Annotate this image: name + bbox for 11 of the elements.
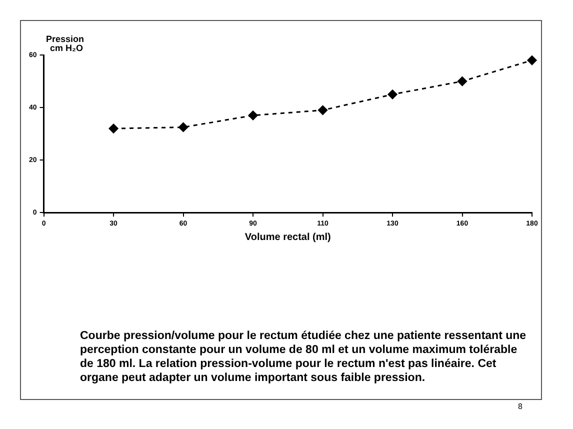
point: [458, 76, 468, 86]
point: [248, 110, 258, 120]
y-axis-title: Pression cm H₂O: [46, 34, 84, 53]
point: [318, 105, 328, 115]
point: [108, 124, 118, 134]
point: [388, 90, 398, 100]
text: 8: [518, 402, 522, 411]
text: Courbe pression/volume pour le rectum étudiée chez une patiente ressentant une perception constante pour un volume de 80 ml et un volume maximum tolérable de 180 ml. La relation pression-volume pour le rectum n'est pas linéaire. Cet organe peut adapter un volume important sous faible pression.: [80, 329, 528, 385]
x-axis-title: Volume rectal (ml): [244, 232, 331, 243]
point: [178, 122, 188, 132]
point: [527, 56, 537, 66]
